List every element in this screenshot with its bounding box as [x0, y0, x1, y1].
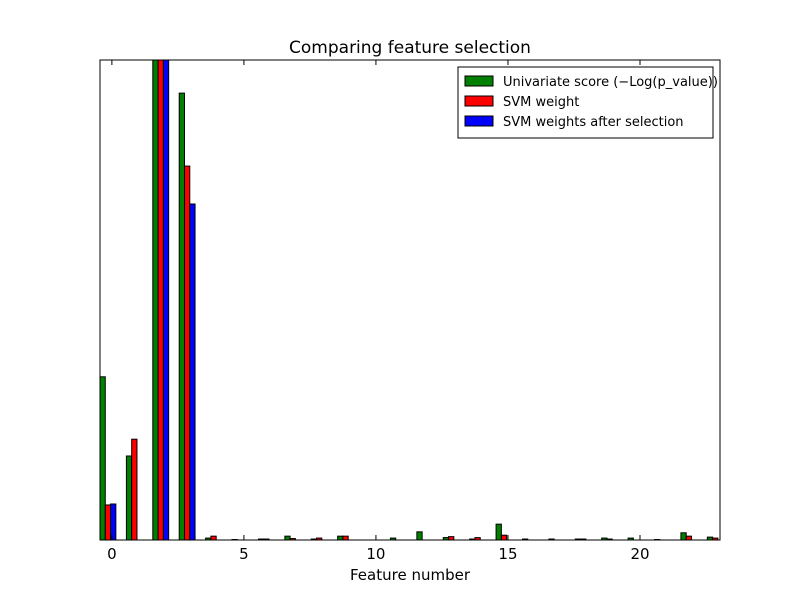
x-tick-label: 10 — [366, 545, 385, 563]
bar-series1-feature-22 — [685, 535, 692, 541]
bar-series1-feature-13 — [448, 536, 455, 541]
bar-series1-feature-0 — [104, 504, 112, 541]
bar-series1-feature-4 — [210, 535, 217, 541]
bar-series2-feature-2 — [162, 59, 170, 541]
x-ticks: 0 5 10 15 20 — [107, 60, 650, 563]
legend-label-2: SVM weights after selection — [503, 115, 684, 130]
legend-swatch-2 — [464, 115, 494, 127]
bar-series1-feature-15 — [500, 534, 508, 541]
bar-series0-feature-9 — [337, 535, 344, 541]
x-tick-label: 20 — [630, 545, 649, 563]
bar-series0-feature-2 — [152, 59, 159, 541]
legend-label-0: Univariate score (−Log(p_value)) — [503, 75, 718, 90]
bar-series2-feature-0 — [110, 503, 117, 541]
x-tick-label: 5 — [239, 545, 249, 563]
legend-swatch-0 — [464, 75, 494, 87]
bar-series1-feature-2 — [157, 59, 164, 541]
bar-series0-feature-22 — [680, 532, 687, 541]
bar-series0-feature-12 — [416, 531, 423, 541]
legend: Univariate score (−Log(p_value)) SVM weig… — [457, 66, 718, 139]
legend-label-1: SVM weight — [503, 95, 579, 110]
bar-series0-feature-0 — [99, 376, 106, 541]
plot-frame — [99, 59, 721, 541]
bar-series0-feature-15 — [495, 523, 502, 541]
x-axis-label: Feature number — [350, 566, 471, 584]
legend-box — [457, 66, 714, 139]
bar-series0-feature-3 — [178, 92, 185, 541]
x-tick-label: 15 — [498, 545, 517, 563]
bar-series1-feature-1 — [131, 438, 138, 541]
bar-series0-feature-7 — [284, 535, 291, 541]
chart-title: Comparing feature selection — [289, 38, 531, 58]
bar-series1-feature-3 — [183, 165, 191, 541]
bar-series2-feature-3 — [189, 203, 196, 541]
bar-series0-feature-1 — [125, 455, 133, 541]
bar-series1-feature-9 — [342, 535, 349, 541]
x-tick-label: 0 — [107, 545, 117, 563]
legend-swatch-1 — [464, 95, 494, 107]
